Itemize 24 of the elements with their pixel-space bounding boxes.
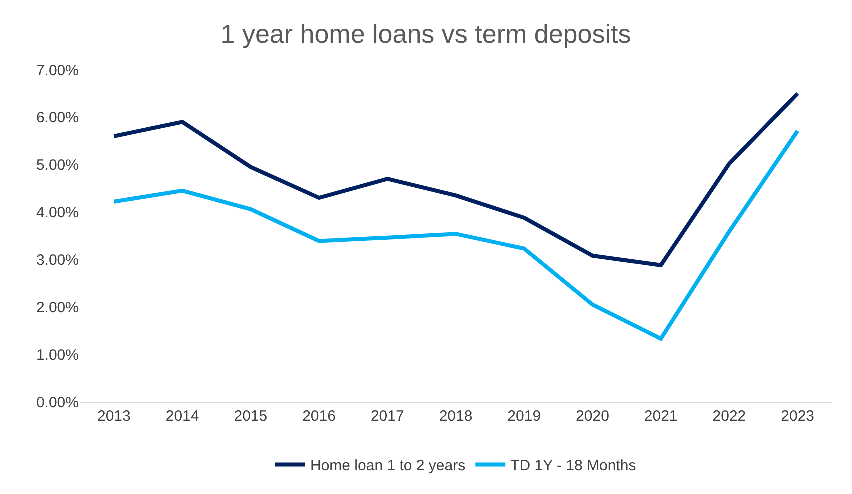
x-tick-label: 2021 <box>644 408 678 425</box>
y-tick-label: 1.00% <box>36 346 79 364</box>
y-tick-label: 5.00% <box>36 157 79 174</box>
y-tick-label: 4.00% <box>36 204 79 222</box>
y-tick-label: 7.00% <box>36 62 79 80</box>
x-tick-label: 2017 <box>370 408 404 425</box>
x-tick-label: 2013 <box>97 408 131 425</box>
y-tick-label: 2.00% <box>36 299 79 316</box>
legend-label: Home loan 1 to 2 years <box>310 458 466 475</box>
x-tick-label: 2018 <box>439 408 473 425</box>
y-tick-label: 3.00% <box>36 252 79 269</box>
x-tick-label: 2019 <box>508 408 542 425</box>
chart-title: 1 year home loans vs term deposits <box>220 18 632 49</box>
x-tick-label: 2022 <box>712 408 746 425</box>
line-series <box>112 92 800 268</box>
x-tick-label: 2020 <box>576 408 610 425</box>
x-tick-label: 2014 <box>166 408 200 425</box>
y-tick-label: 6.00% <box>36 110 79 127</box>
x-tick-label: 2015 <box>234 408 268 425</box>
x-tick-label: 2023 <box>781 408 815 425</box>
line-series <box>112 129 800 341</box>
legend-label: TD 1Y - 18 Months <box>510 458 636 475</box>
y-tick-label: 0.00% <box>36 394 79 412</box>
x-tick-label: 2016 <box>302 408 336 425</box>
